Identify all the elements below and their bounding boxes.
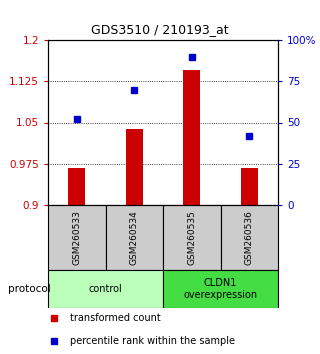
Text: GSM260536: GSM260536	[245, 210, 254, 265]
Bar	[126, 129, 143, 205]
Text: GSM260535: GSM260535	[187, 210, 196, 265]
Bar	[183, 70, 200, 205]
Bar	[106, 205, 163, 270]
Bar	[163, 270, 278, 308]
Text: protocol: protocol	[8, 284, 51, 294]
Bar	[163, 205, 220, 270]
Bar	[220, 205, 278, 270]
Text: control: control	[89, 284, 122, 294]
Text: GSM260534: GSM260534	[130, 210, 139, 265]
Bar	[48, 205, 106, 270]
Text: GSM260533: GSM260533	[72, 210, 81, 265]
Text: CLDN1
overexpression: CLDN1 overexpression	[183, 278, 258, 300]
Bar	[48, 270, 163, 308]
Text: transformed count: transformed count	[70, 313, 161, 323]
Bar	[241, 167, 258, 205]
Text: percentile rank within the sample: percentile rank within the sample	[70, 336, 236, 346]
Bar	[68, 167, 85, 205]
Text: GDS3510 / 210193_at: GDS3510 / 210193_at	[91, 23, 229, 36]
